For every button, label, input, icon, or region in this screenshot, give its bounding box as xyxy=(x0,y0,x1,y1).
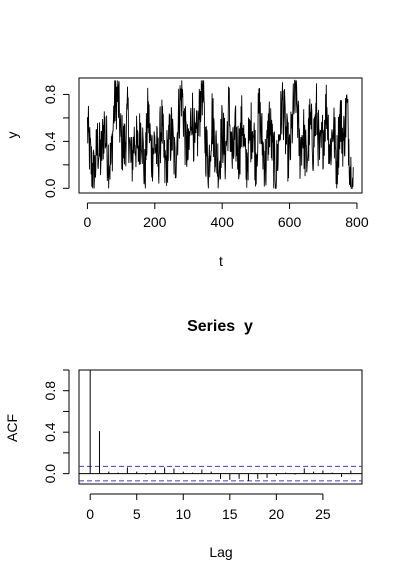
x-tick-label: 400 xyxy=(211,214,235,230)
y-axis-title-time-series: y xyxy=(4,132,20,139)
x-tick-label: 200 xyxy=(143,214,167,230)
x-tick-label: 5 xyxy=(133,506,141,522)
x-axis-title-acf: Lag xyxy=(209,544,232,560)
x-tick-label: 600 xyxy=(278,214,302,230)
acf-marks xyxy=(79,370,362,482)
acf-plot: Series y 0 5 10 15 20 25 0.0 0.4 0.8 Lag ACF xyxy=(4,318,363,560)
plot-frame-acf xyxy=(78,369,363,485)
x-tick-label: 800 xyxy=(345,214,369,230)
x-tick-label: 20 xyxy=(269,506,285,522)
y-tick-label: 0.8 xyxy=(42,381,58,401)
y-tick-label: 0.0 xyxy=(42,464,58,484)
y-tick-label: 0.0 xyxy=(42,178,58,198)
plot-frame-time-series xyxy=(78,77,363,194)
y-tick-label: 0.4 xyxy=(42,131,58,151)
series-line-y xyxy=(86,79,354,189)
x-tick-label: 15 xyxy=(222,506,238,522)
time-series-plot: 0 200 400 600 800 0.0 0.4 0.8 t y xyxy=(4,77,369,269)
x-tick-label: 0 xyxy=(86,506,94,522)
acf-chart-title: Series y xyxy=(187,318,253,335)
y-tick-label: 0.8 xyxy=(42,84,58,104)
y-axis-title-acf: ACF xyxy=(4,414,20,442)
time-series-marks xyxy=(86,79,354,189)
x-axis-title-time-series: t xyxy=(219,253,223,269)
x-tick-label: 0 xyxy=(84,214,92,230)
y-tick-label: 0.4 xyxy=(42,422,58,442)
acf-axes: 0 5 10 15 20 25 0.0 0.4 0.8 xyxy=(42,369,331,522)
x-tick-label: 25 xyxy=(315,506,331,522)
x-tick-label: 10 xyxy=(175,506,191,522)
time-series-axes: 0 200 400 600 800 0.0 0.4 0.8 xyxy=(42,84,369,230)
